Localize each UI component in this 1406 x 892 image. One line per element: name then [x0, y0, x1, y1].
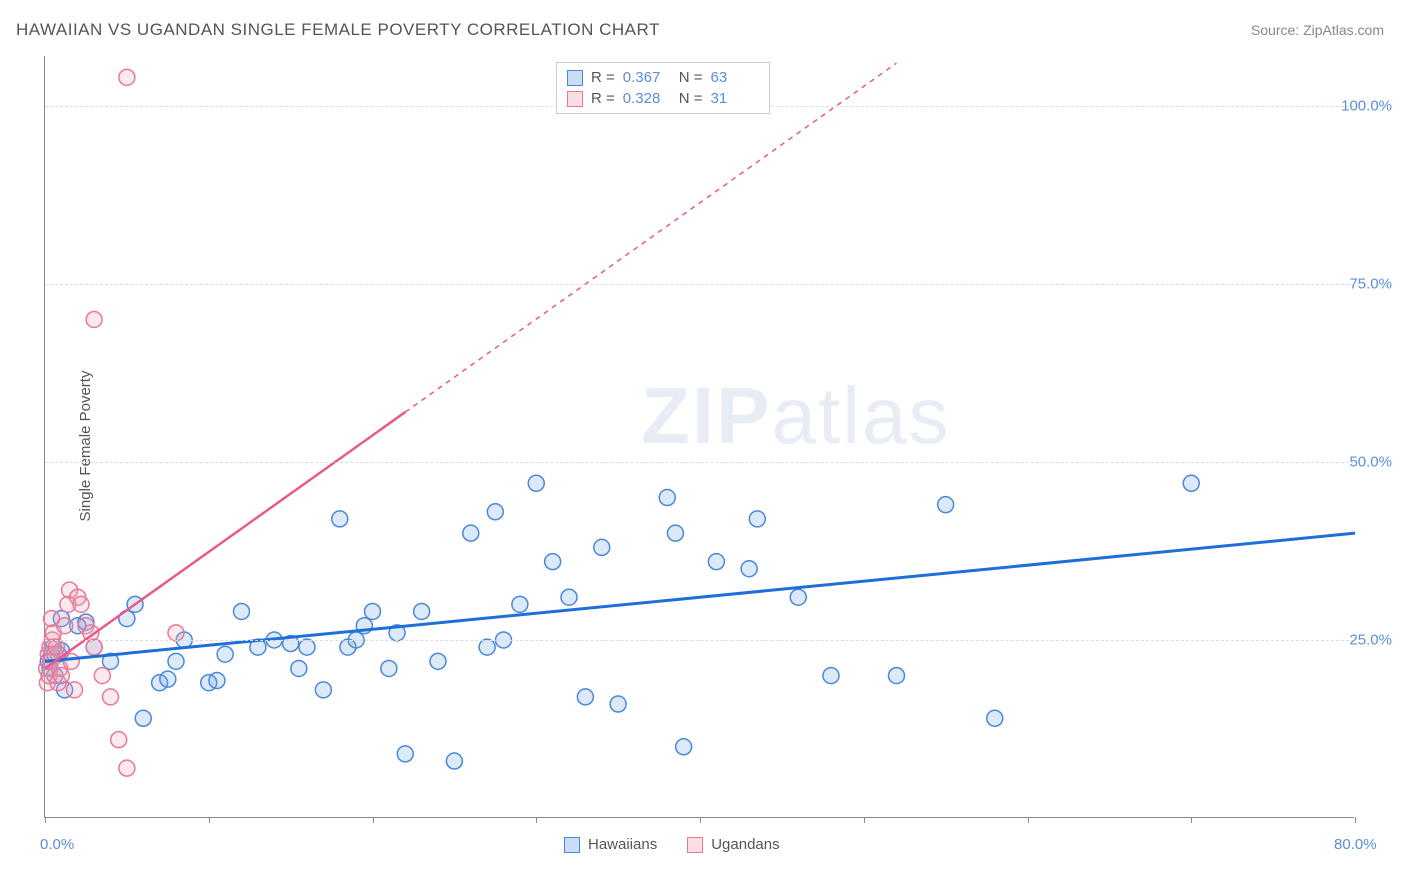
data-point — [365, 603, 381, 619]
data-point — [512, 596, 528, 612]
data-point — [561, 589, 577, 605]
trend-line — [405, 63, 896, 412]
data-point — [73, 596, 89, 612]
xtick — [700, 817, 701, 823]
legend-r-label: R = — [591, 90, 615, 107]
gridline-h — [45, 640, 1354, 641]
legend-r-value-ugandans: 0.328 — [623, 90, 671, 107]
data-point — [414, 603, 430, 619]
swatch-ugandans — [567, 91, 583, 107]
data-point — [103, 689, 119, 705]
data-point — [708, 554, 724, 570]
data-point — [86, 639, 102, 655]
series-legend: Hawaiians Ugandans — [564, 836, 780, 853]
data-point — [528, 475, 544, 491]
xtick — [1028, 817, 1029, 823]
data-point — [86, 311, 102, 327]
data-point — [111, 732, 127, 748]
swatch-hawaiians — [567, 70, 583, 86]
data-point — [63, 653, 79, 669]
data-point — [397, 746, 413, 762]
data-point — [1183, 475, 1199, 491]
data-point — [790, 589, 806, 605]
data-point — [48, 639, 64, 655]
data-point — [594, 539, 610, 555]
data-point — [610, 696, 626, 712]
data-point — [135, 710, 151, 726]
xtick-label: 0.0% — [40, 836, 74, 853]
xtick — [209, 817, 210, 823]
swatch-hawaiians-b — [564, 837, 580, 853]
legend-n-label: N = — [679, 69, 703, 86]
data-point — [57, 618, 73, 634]
data-point — [463, 525, 479, 541]
data-point — [487, 504, 503, 520]
data-point — [889, 668, 905, 684]
gridline-h — [45, 284, 1354, 285]
data-point — [938, 497, 954, 513]
xtick — [1191, 817, 1192, 823]
data-point — [119, 69, 135, 85]
trend-line — [45, 533, 1355, 661]
plot-area: ZIPatlas — [44, 56, 1354, 818]
legend-r-value-hawaiians: 0.367 — [623, 69, 671, 86]
xtick — [373, 817, 374, 823]
legend-label-ugandans: Ugandans — [711, 836, 779, 853]
legend-label-hawaiians: Hawaiians — [588, 836, 657, 853]
data-point — [160, 671, 176, 687]
data-point — [217, 646, 233, 662]
data-point — [332, 511, 348, 527]
data-point — [446, 753, 462, 769]
data-point — [291, 660, 307, 676]
data-point — [53, 668, 69, 684]
data-point — [430, 653, 446, 669]
ytick-label: 25.0% — [1349, 631, 1392, 648]
ytick-label: 75.0% — [1349, 275, 1392, 292]
legend-row-hawaiians: R = 0.367 N = 63 — [567, 67, 759, 88]
data-point — [234, 603, 250, 619]
data-point — [299, 639, 315, 655]
legend-row-ugandans: R = 0.328 N = 31 — [567, 88, 759, 109]
data-point — [577, 689, 593, 705]
legend-n-value-hawaiians: 63 — [711, 69, 759, 86]
xtick — [45, 817, 46, 823]
legend-n-value-ugandans: 31 — [711, 90, 759, 107]
swatch-ugandans-b — [687, 837, 703, 853]
data-point — [545, 554, 561, 570]
legend-n-label: N = — [679, 90, 703, 107]
xtick — [864, 817, 865, 823]
legend-item-hawaiians: Hawaiians — [564, 836, 657, 853]
data-point — [676, 739, 692, 755]
data-point — [479, 639, 495, 655]
data-point — [168, 625, 184, 641]
data-point — [66, 682, 82, 698]
data-point — [659, 490, 675, 506]
chart-title: HAWAIIAN VS UGANDAN SINGLE FEMALE POVERT… — [16, 20, 660, 40]
ytick-label: 50.0% — [1349, 453, 1392, 470]
data-point — [667, 525, 683, 541]
gridline-h — [45, 462, 1354, 463]
legend-item-ugandans: Ugandans — [687, 836, 779, 853]
data-point — [749, 511, 765, 527]
data-point — [119, 760, 135, 776]
data-point — [209, 673, 225, 689]
data-point — [381, 660, 397, 676]
xtick-label: 80.0% — [1334, 836, 1377, 853]
source-attribution: Source: ZipAtlas.com — [1251, 22, 1384, 38]
xtick — [1355, 817, 1356, 823]
ytick-label: 100.0% — [1341, 97, 1392, 114]
data-point — [94, 668, 110, 684]
data-point — [741, 561, 757, 577]
data-point — [987, 710, 1003, 726]
legend-r-label: R = — [591, 69, 615, 86]
plot-svg — [45, 56, 1354, 817]
correlation-legend: R = 0.367 N = 63 R = 0.328 N = 31 — [556, 62, 770, 114]
data-point — [823, 668, 839, 684]
data-point — [315, 682, 331, 698]
xtick — [536, 817, 537, 823]
data-point — [168, 653, 184, 669]
